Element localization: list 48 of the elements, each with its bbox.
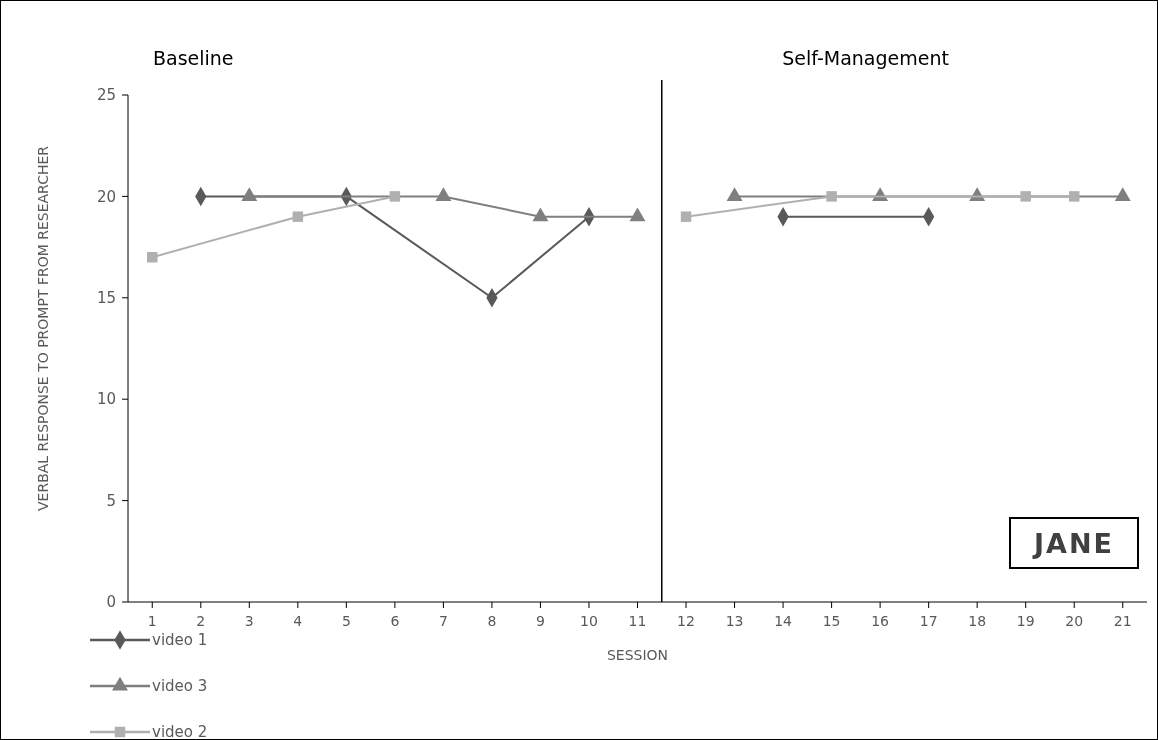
point [292, 211, 304, 222]
x-tick-label: 17 [919, 613, 938, 629]
x-tick-label: 16 [871, 613, 890, 629]
point [629, 207, 646, 222]
y-axis-title: VERBAL RESPONSE TO PROMPT FROM RESEARCHER [35, 145, 51, 512]
point [532, 207, 549, 222]
x-tick-label: 15 [822, 613, 841, 629]
x-tick-label: 13 [725, 613, 744, 629]
x-tick-label: 1 [147, 613, 157, 629]
x-tick-label: 8 [487, 613, 497, 629]
point [147, 252, 158, 263]
x-tick-label: 9 [535, 613, 545, 629]
y-tick-label: 15 [96, 289, 116, 308]
y-tick-label: 25 [96, 86, 116, 105]
text: Baseline [153, 47, 234, 69]
y-tick-label: 20 [96, 187, 116, 206]
point [826, 191, 837, 202]
x-tick-label: 3 [244, 613, 254, 629]
annotation: JANE [1032, 528, 1114, 559]
point [680, 211, 692, 222]
x-axis-title: SESSION [606, 647, 669, 663]
y-tick-label: 10 [96, 390, 116, 409]
point [435, 187, 452, 201]
text: Self-Management [782, 47, 949, 69]
y-tick-label: 5 [106, 491, 116, 510]
x-tick-label: 11 [628, 613, 647, 629]
point [1020, 191, 1031, 202]
y-tick-label: 0 [106, 593, 116, 612]
x-tick-label: 10 [580, 613, 598, 629]
x-tick-label: 18 [968, 613, 987, 629]
legend-label: video 2 [152, 723, 208, 740]
x-tick-label: 6 [390, 613, 400, 629]
x-tick-label: 2 [196, 613, 206, 629]
x-tick-label: 21 [1113, 613, 1132, 629]
point [1114, 187, 1131, 201]
x-tick-label: 19 [1016, 613, 1035, 629]
point [389, 191, 401, 202]
x-tick-label: 5 [341, 613, 351, 629]
x-tick-label: 14 [774, 613, 793, 629]
x-tick-label: 4 [293, 613, 303, 629]
point [726, 187, 743, 201]
point [241, 187, 258, 201]
legend-label: video 3 [152, 677, 208, 696]
x-tick-label: 20 [1065, 613, 1084, 629]
x-tick-label: 12 [677, 613, 695, 629]
x-tick-label: 7 [438, 613, 448, 629]
legend-label: video 1 [152, 631, 208, 650]
point [1068, 191, 1080, 202]
